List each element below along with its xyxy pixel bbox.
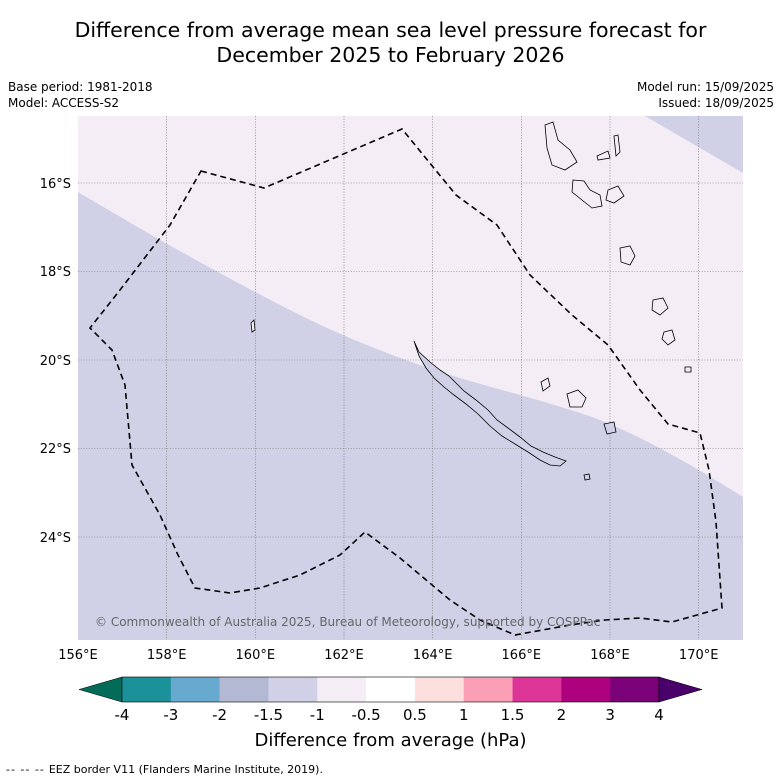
lon-tick-label: 162°E bbox=[324, 648, 364, 663]
colorbar-tick-label: -3 bbox=[163, 706, 179, 724]
colorbar-cell bbox=[512, 677, 562, 702]
eez-border bbox=[88, 128, 723, 636]
map-panel: © Commonwealth of Australia 2025, Bureau… bbox=[40, 116, 743, 663]
colorbar-tick-label: 1 bbox=[458, 706, 469, 724]
colorbar-tick-label: -1 bbox=[309, 706, 325, 724]
ouvea-coast bbox=[540, 377, 551, 392]
eez-legend-text: EEZ border V11 (Flanders Marine Institut… bbox=[48, 763, 323, 776]
model-run-text: Model run: 15/09/2025 bbox=[636, 80, 774, 94]
lon-tick-label: 158°E bbox=[147, 648, 187, 663]
issued-text: Issued: 18/09/2025 bbox=[658, 96, 774, 110]
colorbar-cells bbox=[122, 677, 660, 702]
lon-tick-label: 160°E bbox=[236, 648, 276, 663]
vanuatu-tanna-coast bbox=[661, 329, 676, 346]
mare-coast bbox=[603, 421, 617, 435]
footer-legend: -- -- -- EEZ border V11 (Flanders Marine … bbox=[6, 763, 323, 776]
chesterfield-reef bbox=[250, 319, 256, 333]
base-period-text: Base period: 1981-2018 bbox=[8, 80, 153, 94]
colorbar bbox=[78, 676, 703, 703]
vanuatu-ambae-coast bbox=[596, 150, 611, 161]
lat-tick-label: 18°S bbox=[40, 265, 71, 280]
colorbar-cell bbox=[170, 677, 220, 702]
new-caledonia-coast bbox=[413, 340, 567, 467]
colorbar-cell bbox=[610, 677, 660, 702]
vanuatu-efate-coast bbox=[619, 245, 636, 266]
colorbar-tick-label: 4 bbox=[654, 706, 664, 724]
lon-tick-label: 170°E bbox=[679, 648, 719, 663]
lon-tick-label: 168°E bbox=[590, 648, 630, 663]
colorbar-cell bbox=[414, 677, 465, 702]
vanuatu-erromango-coast bbox=[651, 297, 669, 316]
lat-tick-label: 16°S bbox=[40, 177, 71, 192]
colorbar-tick-label: 0.5 bbox=[402, 706, 427, 724]
colorbar-tick-label: -2 bbox=[212, 706, 228, 724]
meta-left: Base period: 1981-2018 Model: ACCESS-S2 bbox=[8, 79, 153, 111]
lat-tick-label: 24°S bbox=[40, 531, 71, 546]
meta-right: Model run: 15/09/2025 Issued: 18/09/2025 bbox=[637, 79, 774, 111]
colorbar-cell bbox=[317, 677, 367, 702]
colorbar-tick-label: 2 bbox=[556, 706, 567, 724]
vanuatu-malakula-coast bbox=[571, 179, 603, 209]
vanuatu-pentecost-coast bbox=[605, 185, 625, 204]
colorbar-cell bbox=[219, 677, 269, 702]
title-line-2: December 2025 to February 2026 bbox=[216, 43, 565, 67]
colorbar-cell bbox=[561, 677, 611, 702]
lat-tick-label: 20°S bbox=[40, 354, 71, 369]
colorbar-tick-label: -0.5 bbox=[351, 706, 381, 724]
eez-legend-symbol: -- -- -- bbox=[6, 763, 45, 776]
lifou-coast bbox=[566, 389, 587, 408]
gridlines bbox=[78, 116, 743, 640]
isle-of-pines-coast bbox=[583, 473, 591, 481]
colorbar-outline bbox=[121, 676, 660, 703]
vanuatu-maewo-coast bbox=[613, 134, 621, 157]
colorbar-cell bbox=[122, 677, 172, 702]
lat-tick-label: 22°S bbox=[40, 442, 71, 457]
colorbar-cell bbox=[463, 677, 513, 702]
lat-tick-labels: 16°S 18°S 20°S 22°S 24°S bbox=[40, 177, 71, 546]
colorbar-tick-label: -1.5 bbox=[253, 706, 284, 724]
vanuatu-aneityum-coast bbox=[684, 366, 692, 373]
colorbar-label: Difference from average (hPa) bbox=[254, 730, 527, 751]
vanuatu-espiritu-santo-coast bbox=[544, 121, 578, 171]
lon-tick-label: 156°E bbox=[58, 648, 98, 663]
colorbar-cell bbox=[268, 677, 318, 702]
chart-title: Difference from average mean sea level p… bbox=[0, 18, 781, 68]
colorbar-tick-label: 1.5 bbox=[500, 706, 525, 724]
lon-tick-label: 166°E bbox=[502, 648, 542, 663]
model-text: Model: ACCESS-S2 bbox=[8, 96, 120, 110]
title-line-1: Difference from average mean sea level p… bbox=[74, 18, 707, 42]
colorbar-over-triangle bbox=[658, 676, 703, 703]
colorbar-tick-label: 3 bbox=[605, 706, 615, 724]
lon-tick-labels: 156°E 158°E 160°E 162°E 164°E 166°E 168°… bbox=[58, 648, 718, 663]
coastlines bbox=[250, 121, 692, 481]
colorbar-cell bbox=[366, 677, 416, 702]
colorbar-under-triangle bbox=[78, 676, 123, 703]
lon-tick-label: 164°E bbox=[413, 648, 453, 663]
colorbar-tick-label: -4 bbox=[114, 706, 130, 724]
copyright-text: © Commonwealth of Australia 2025, Bureau… bbox=[95, 615, 600, 629]
